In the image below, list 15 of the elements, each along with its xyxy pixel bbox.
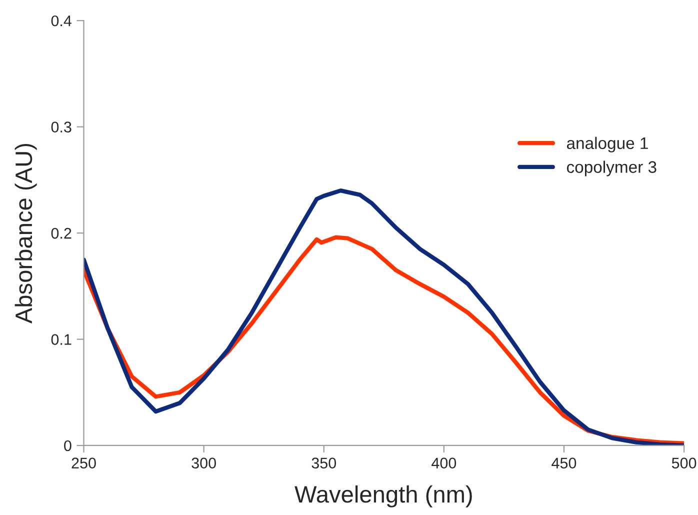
y-tick-label: 0.4 (51, 15, 72, 26)
x-tick-label: 400 (432, 458, 456, 469)
x-tick-label: 350 (312, 458, 336, 469)
x-axis-title: Wavelength (nm) (294, 485, 472, 508)
x-tick-label: 250 (72, 458, 96, 469)
y-tick-label: 0.1 (51, 334, 72, 345)
y-tick-label: 0.2 (51, 228, 72, 239)
legend-label: copolymer 3 (566, 160, 656, 176)
y-tick-label: 0.3 (51, 122, 72, 133)
x-tick-label: 500 (672, 458, 696, 469)
x-tick-label: 450 (552, 458, 576, 469)
y-tick-label: 0 (64, 440, 72, 452)
legend-label: analogue 1 (566, 136, 648, 152)
x-tick-label: 300 (192, 458, 216, 469)
y-axis-title: Absorbance (AU) (14, 144, 37, 324)
